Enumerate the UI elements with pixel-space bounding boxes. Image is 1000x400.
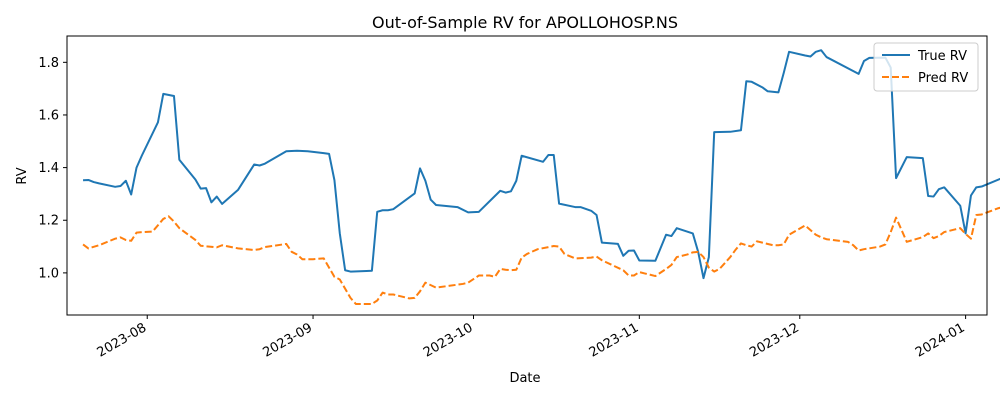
x-tick-label: 2024-01: [913, 320, 968, 360]
series-line-pred-rv: [82, 206, 1000, 305]
x-tick-label: 2023-08: [95, 320, 150, 360]
legend: True RV Pred RV: [873, 42, 979, 92]
x-tick-label: 2023-10: [421, 320, 476, 360]
y-tick-label: 1.2: [38, 214, 59, 229]
chart-title: Out-of-Sample RV for APOLLOHOSP.NS: [372, 13, 678, 32]
y-tick-label: 1.0: [38, 266, 59, 281]
y-tick-label: 1.4: [38, 161, 59, 176]
plot-area: [82, 49, 1000, 305]
y-tick-label: 1.6: [38, 108, 59, 123]
y-tick-label: 1.8: [38, 56, 59, 71]
axis-ticks: 2023-08 2023-09 2023-10 2023-11 2023-12 2024-…: [38, 35, 988, 361]
x-axis-label: Date: [509, 371, 540, 386]
x-tick-label: 2023-11: [587, 320, 642, 360]
x-tick-label: 2023-09: [260, 320, 315, 360]
series-line-true-rv: [82, 49, 1000, 280]
axes-frame: [66, 35, 988, 316]
y-axis-label: RV: [15, 167, 30, 184]
legend-label-true-rv: True RV: [917, 49, 967, 64]
x-tick-label: 2023-12: [747, 320, 802, 360]
legend-label-pred-rv: Pred RV: [918, 71, 968, 86]
